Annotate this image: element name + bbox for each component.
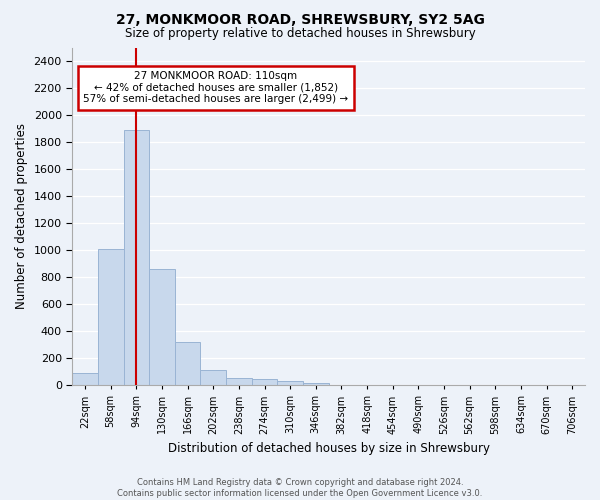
Text: Contains HM Land Registry data © Crown copyright and database right 2024.
Contai: Contains HM Land Registry data © Crown c… — [118, 478, 482, 498]
Bar — [175, 342, 200, 386]
Bar — [124, 130, 149, 386]
X-axis label: Distribution of detached houses by size in Shrewsbury: Distribution of detached houses by size … — [167, 442, 490, 455]
Bar — [251, 379, 277, 386]
Text: 27 MONKMOOR ROAD: 110sqm
← 42% of detached houses are smaller (1,852)
57% of sem: 27 MONKMOOR ROAD: 110sqm ← 42% of detach… — [83, 71, 349, 104]
Bar — [200, 370, 226, 386]
Bar — [149, 269, 175, 386]
Text: Size of property relative to detached houses in Shrewsbury: Size of property relative to detached ho… — [125, 28, 475, 40]
Bar — [98, 249, 124, 386]
Text: 27, MONKMOOR ROAD, SHREWSBURY, SY2 5AG: 27, MONKMOOR ROAD, SHREWSBURY, SY2 5AG — [116, 12, 484, 26]
Bar — [277, 381, 303, 386]
Y-axis label: Number of detached properties: Number of detached properties — [15, 124, 28, 310]
Bar — [226, 378, 251, 386]
Bar — [303, 382, 329, 386]
Bar — [72, 373, 98, 386]
